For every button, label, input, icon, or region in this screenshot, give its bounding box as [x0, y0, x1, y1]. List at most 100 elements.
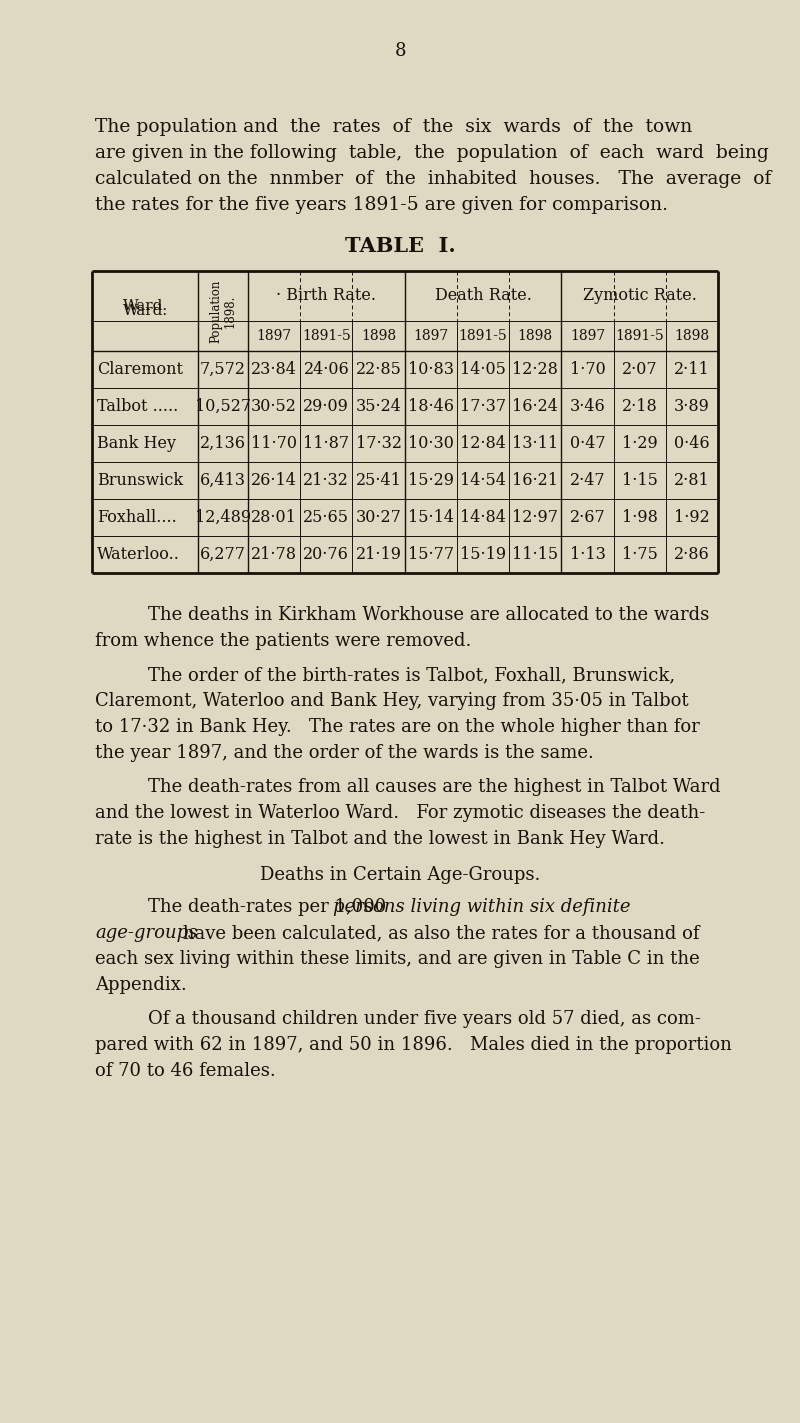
Text: 16·21: 16·21 — [512, 472, 558, 490]
Text: 15·77: 15·77 — [408, 546, 454, 564]
Text: 21·78: 21·78 — [251, 546, 297, 564]
Text: 10·30: 10·30 — [408, 435, 454, 453]
Text: 13·11: 13·11 — [512, 435, 558, 453]
Text: 15·29: 15·29 — [408, 472, 454, 490]
Text: are given in the following  table,  the  population  of  each  ward  being: are given in the following table, the po… — [95, 144, 769, 162]
Text: 18·46: 18·46 — [408, 398, 454, 416]
Text: 6,413: 6,413 — [200, 472, 246, 490]
Text: Waterloo..: Waterloo.. — [97, 546, 180, 564]
Text: the rates for the five years 1891-5 are given for comparison.: the rates for the five years 1891-5 are … — [95, 196, 668, 213]
Text: 21·19: 21·19 — [355, 546, 402, 564]
Text: 11·15: 11·15 — [512, 546, 558, 564]
Text: Claremont, Waterloo and Bank Hey, varying from 35·05 in Talbot: Claremont, Waterloo and Bank Hey, varyin… — [95, 692, 689, 710]
Text: Claremont: Claremont — [97, 361, 183, 379]
Text: rate is the highest in Talbot and the lowest in Bank Hey Ward.: rate is the highest in Talbot and the lo… — [95, 830, 665, 848]
Text: Population
1898.: Population 1898. — [209, 279, 237, 343]
Text: 14·05: 14·05 — [460, 361, 506, 379]
Text: 3·89: 3·89 — [674, 398, 710, 416]
Text: Brunswick: Brunswick — [97, 472, 183, 490]
Text: 12·28: 12·28 — [512, 361, 558, 379]
Text: 25·65: 25·65 — [303, 509, 350, 527]
Text: 1·29: 1·29 — [622, 435, 658, 453]
Text: 28·01: 28·01 — [251, 509, 297, 527]
Text: The deaths in Kirkham Workhouse are allocated to the wards: The deaths in Kirkham Workhouse are allo… — [148, 606, 710, 625]
Text: The death-rates per 1,000: The death-rates per 1,000 — [148, 898, 392, 916]
Text: Deaths in Certain Age-Groups.: Deaths in Certain Age-Groups. — [260, 867, 540, 884]
Text: calculated on the  nnmber  of  the  inhabited  houses.   The  average  of: calculated on the nnmber of the inhabite… — [95, 169, 771, 188]
Text: 23·84: 23·84 — [251, 361, 297, 379]
Text: 10·83: 10·83 — [408, 361, 454, 379]
Text: · Birth Rate.: · Birth Rate. — [276, 287, 376, 305]
Text: 1·92: 1·92 — [674, 509, 710, 527]
Text: have been calculated, as also the rates for a thousand of: have been calculated, as also the rates … — [177, 924, 699, 942]
Text: 2·86: 2·86 — [674, 546, 710, 564]
Text: 29·09: 29·09 — [303, 398, 350, 416]
Text: The order of the birth-rates is Talbot, Foxhall, Brunswick,: The order of the birth-rates is Talbot, … — [148, 666, 675, 684]
Text: Ward.: Ward. — [122, 305, 167, 317]
Text: 1·13: 1·13 — [570, 546, 606, 564]
Text: 2·11: 2·11 — [674, 361, 710, 379]
Text: 26·14: 26·14 — [251, 472, 297, 490]
Text: 15·19: 15·19 — [460, 546, 506, 564]
Text: 6,277: 6,277 — [200, 546, 246, 564]
Text: 0·46: 0·46 — [674, 435, 710, 453]
Text: 17·37: 17·37 — [460, 398, 506, 416]
Text: 2,136: 2,136 — [200, 435, 246, 453]
Text: Foxhall....: Foxhall.... — [97, 509, 177, 527]
Text: 12,489: 12,489 — [195, 509, 251, 527]
Text: 17·32: 17·32 — [355, 435, 402, 453]
Text: 24·06: 24·06 — [303, 361, 350, 379]
Text: Death Rate.: Death Rate. — [434, 287, 531, 305]
Text: 12·97: 12·97 — [512, 509, 558, 527]
Text: 15·14: 15·14 — [408, 509, 454, 527]
Text: Of a thousand children under five years old 57 died, as com-: Of a thousand children under five years … — [148, 1010, 701, 1027]
Text: 1897: 1897 — [570, 329, 605, 343]
Text: 16·24: 16·24 — [512, 398, 558, 416]
Text: The population and  the  rates  of  the  six  wards  of  the  town: The population and the rates of the six … — [95, 118, 692, 137]
Text: 1·15: 1·15 — [622, 472, 658, 490]
Text: 2·67: 2·67 — [570, 509, 606, 527]
Text: to 17·32 in Bank Hey.   The rates are on the whole higher than for: to 17·32 in Bank Hey. The rates are on t… — [95, 719, 700, 736]
Text: 30·52: 30·52 — [251, 398, 297, 416]
Text: each sex living within these limits, and are given in Table C in the: each sex living within these limits, and… — [95, 951, 700, 968]
Text: 25·41: 25·41 — [356, 472, 402, 490]
Text: Bank Hey: Bank Hey — [97, 435, 176, 453]
Text: 2·47: 2·47 — [570, 472, 606, 490]
Text: 2·18: 2·18 — [622, 398, 658, 416]
Text: 30·27: 30·27 — [356, 509, 402, 527]
Text: Talbot .....: Talbot ..... — [97, 398, 178, 416]
Text: the year 1897, and the order of the wards is the same.: the year 1897, and the order of the ward… — [95, 744, 594, 761]
Text: 22·85: 22·85 — [356, 361, 402, 379]
Text: pared with 62 in 1897, and 50 in 1896.   Males died in the proportion: pared with 62 in 1897, and 50 in 1896. M… — [95, 1036, 732, 1054]
Text: 1·98: 1·98 — [622, 509, 658, 527]
Text: Appendix.: Appendix. — [95, 976, 186, 995]
Text: 1898: 1898 — [674, 329, 710, 343]
Text: 35·24: 35·24 — [356, 398, 402, 416]
Text: 1898: 1898 — [361, 329, 396, 343]
Text: 1891-5: 1891-5 — [458, 329, 507, 343]
Text: 12·84: 12·84 — [460, 435, 506, 453]
Text: from whence the patients were removed.: from whence the patients were removed. — [95, 632, 471, 650]
Text: 2·81: 2·81 — [674, 472, 710, 490]
Text: 10,527: 10,527 — [195, 398, 251, 416]
Text: age-groups: age-groups — [95, 924, 198, 942]
Text: 14·84: 14·84 — [460, 509, 506, 527]
Text: 1891-5: 1891-5 — [302, 329, 350, 343]
Text: 8: 8 — [394, 43, 406, 60]
Text: 1·75: 1·75 — [622, 546, 658, 564]
Text: 3·46: 3·46 — [570, 398, 606, 416]
Text: 11·70: 11·70 — [251, 435, 297, 453]
Text: Zymotic Rate.: Zymotic Rate. — [582, 287, 697, 305]
Text: Ward.: Ward. — [122, 299, 167, 313]
Text: TABLE  I.: TABLE I. — [345, 236, 455, 256]
Text: 1891-5: 1891-5 — [615, 329, 664, 343]
Text: 21·32: 21·32 — [303, 472, 350, 490]
Text: of 70 to 46 females.: of 70 to 46 females. — [95, 1062, 276, 1080]
Text: 20·76: 20·76 — [303, 546, 350, 564]
Text: 2·07: 2·07 — [622, 361, 658, 379]
Text: 1897: 1897 — [413, 329, 449, 343]
Text: 11·87: 11·87 — [303, 435, 350, 453]
Text: 1·70: 1·70 — [570, 361, 606, 379]
Text: 14·54: 14·54 — [460, 472, 506, 490]
Text: 1898: 1898 — [518, 329, 553, 343]
